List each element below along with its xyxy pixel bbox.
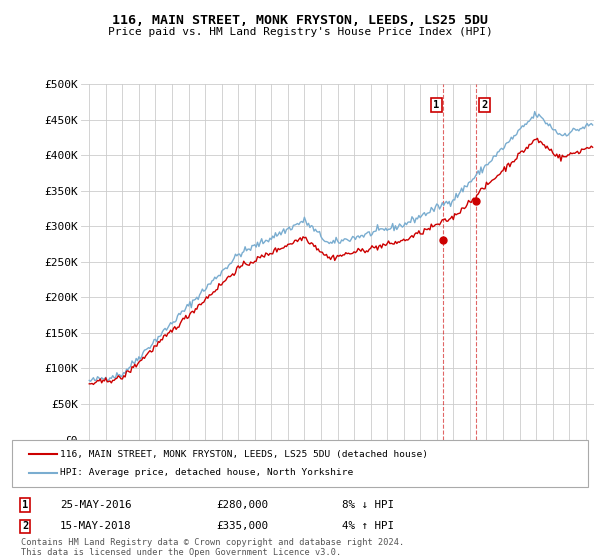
Text: 15-MAY-2018: 15-MAY-2018	[60, 521, 131, 531]
Text: 1: 1	[433, 100, 440, 110]
Text: £335,000: £335,000	[216, 521, 268, 531]
Text: 2: 2	[22, 521, 28, 531]
Text: HPI: Average price, detached house, North Yorkshire: HPI: Average price, detached house, Nort…	[60, 468, 353, 477]
Text: 8% ↓ HPI: 8% ↓ HPI	[342, 500, 394, 510]
Text: 2: 2	[481, 100, 488, 110]
Text: 116, MAIN STREET, MONK FRYSTON, LEEDS, LS25 5DU: 116, MAIN STREET, MONK FRYSTON, LEEDS, L…	[112, 14, 488, 27]
Text: Contains HM Land Registry data © Crown copyright and database right 2024.
This d: Contains HM Land Registry data © Crown c…	[21, 538, 404, 557]
Text: 1: 1	[22, 500, 28, 510]
Text: £280,000: £280,000	[216, 500, 268, 510]
Text: Price paid vs. HM Land Registry's House Price Index (HPI): Price paid vs. HM Land Registry's House …	[107, 27, 493, 37]
Text: 4% ↑ HPI: 4% ↑ HPI	[342, 521, 394, 531]
Text: 116, MAIN STREET, MONK FRYSTON, LEEDS, LS25 5DU (detached house): 116, MAIN STREET, MONK FRYSTON, LEEDS, L…	[60, 450, 428, 459]
Text: 25-MAY-2016: 25-MAY-2016	[60, 500, 131, 510]
